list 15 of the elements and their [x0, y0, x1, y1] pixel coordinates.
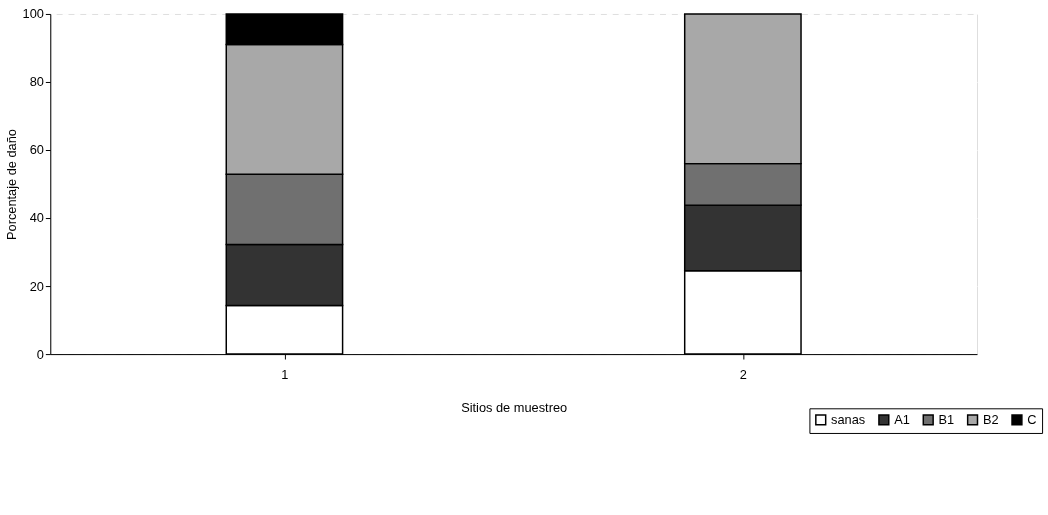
legend-label: B1 — [938, 411, 955, 427]
y-axis-title: Porcentaje de daño — [3, 129, 19, 241]
y-tick-label: 40 — [29, 210, 44, 226]
y-tick-label: 100 — [22, 6, 44, 22]
legend-label: B2 — [982, 411, 999, 427]
x-axis-title: Sitios de muestreo — [461, 399, 568, 415]
y-tick-label: 60 — [29, 142, 44, 158]
legend-label: sanas — [831, 411, 866, 427]
x-tick-label: 1 — [281, 367, 289, 383]
legend-label: C — [1027, 411, 1037, 427]
y-tick-label: 80 — [29, 74, 44, 90]
y-tick-label: 0 — [36, 346, 44, 362]
y-tick-label: 20 — [29, 278, 44, 294]
x-tick-label: 2 — [739, 367, 747, 383]
legend-label: A1 — [894, 411, 910, 427]
